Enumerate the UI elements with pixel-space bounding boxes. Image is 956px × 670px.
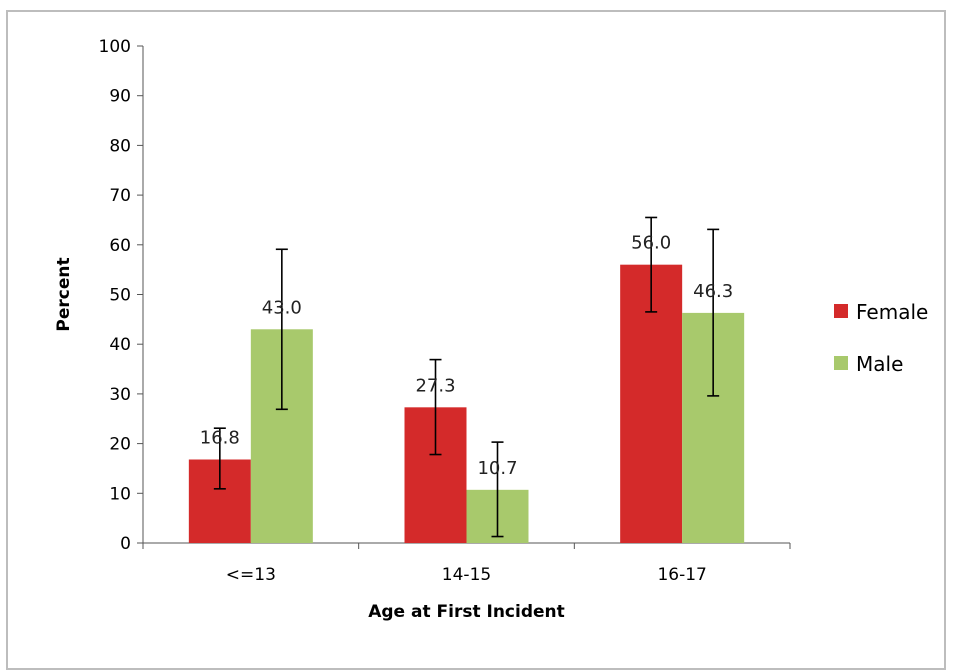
y-tick-label: 100 — [99, 37, 131, 57]
y-tick-label: 70 — [109, 186, 131, 206]
bar-chart: 0 10 20 30 40 50 60 70 80 90 100 <=13 14-15 16-17 16.8… — [54, 37, 928, 622]
legend-label-male: Male — [856, 352, 903, 376]
y-tick-label: 60 — [109, 236, 131, 256]
y-tick-label: 90 — [109, 87, 131, 107]
y-tick-label: 50 — [109, 286, 131, 306]
y-tick-label: 80 — [109, 136, 131, 156]
legend-label-female: Female — [856, 300, 928, 324]
y-tick-label: 10 — [109, 484, 131, 504]
y-tick-label: 20 — [109, 435, 131, 455]
legend-swatch-male — [834, 356, 848, 370]
x-category-label: 14-15 — [442, 565, 491, 585]
data-label: 43.0 — [262, 297, 302, 318]
data-label: 46.3 — [693, 281, 733, 302]
chart-frame — [6, 10, 946, 670]
data-label: 27.3 — [415, 375, 455, 396]
data-label: 56.0 — [631, 233, 671, 254]
data-label: 10.7 — [477, 458, 517, 479]
data-label: 16.8 — [200, 428, 240, 449]
y-tick-label: 30 — [109, 385, 131, 405]
y-tick-label: 0 — [120, 534, 131, 554]
x-category-label: 16-17 — [657, 565, 706, 585]
x-axis-title: Age at First Incident — [368, 602, 565, 622]
legend-swatch-female — [834, 304, 848, 318]
y-axis-title: Percent — [54, 257, 74, 331]
x-category-label: <=13 — [226, 565, 276, 585]
y-tick-label: 40 — [109, 335, 131, 355]
